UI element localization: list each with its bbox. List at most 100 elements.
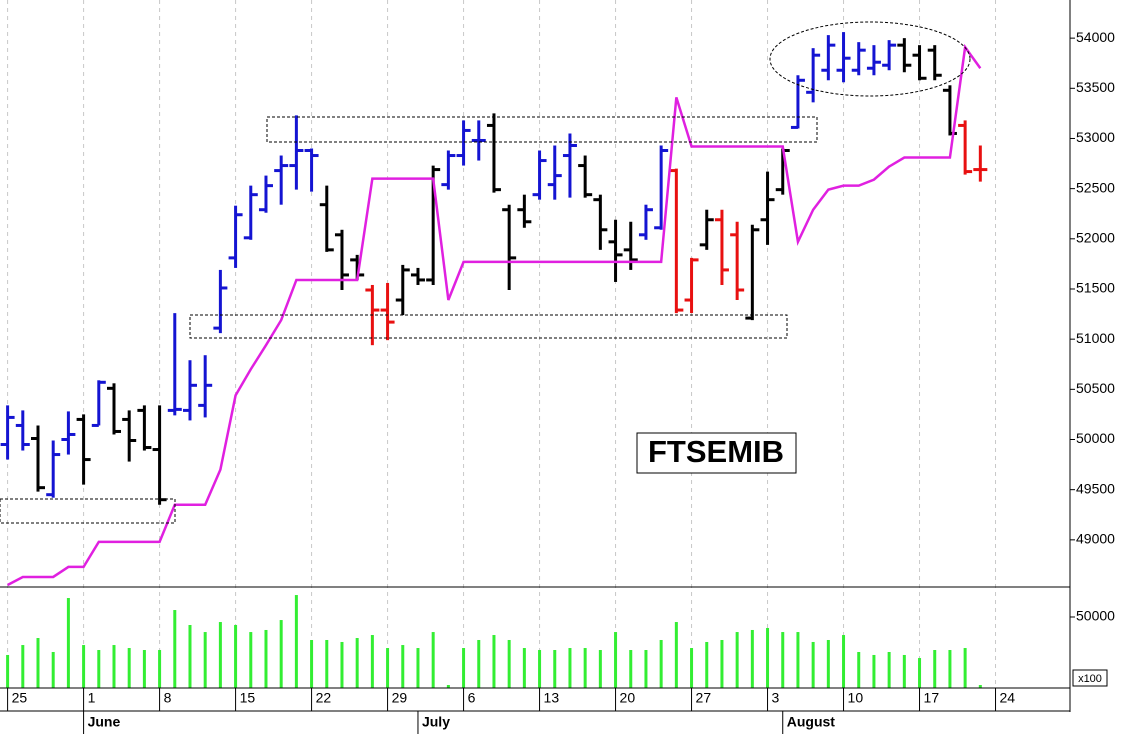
- volume-bar: [355, 638, 359, 688]
- volume-bar: [659, 639, 663, 688]
- y-tick-label: 51500: [1076, 280, 1115, 296]
- volume-bar: [978, 685, 982, 688]
- volume-bar: [690, 648, 694, 688]
- volume-bar: [203, 632, 207, 688]
- annotation-box: [636, 432, 797, 474]
- volume-bar: [902, 654, 906, 688]
- y-tick-label: 50000: [1076, 430, 1115, 446]
- volume-bar: [51, 651, 55, 688]
- volume-bar: [583, 648, 587, 688]
- volume-bar: [735, 632, 739, 688]
- unit-box: [1072, 669, 1108, 687]
- volume-bar: [872, 654, 876, 688]
- volume-bar: [340, 641, 344, 688]
- volume-bar: [401, 645, 405, 688]
- volume-bar: [568, 648, 572, 688]
- volume-bar: [112, 645, 116, 688]
- volume-bar: [538, 650, 542, 688]
- x-tick-label: 24: [1000, 690, 1016, 706]
- x-tick-label: 10: [848, 690, 864, 706]
- volume-bar: [127, 648, 131, 688]
- volume-bar: [507, 639, 511, 688]
- overlay-line: [7, 43, 982, 587]
- x-tick-label: 20: [620, 690, 636, 706]
- volume-bar: [492, 635, 496, 688]
- volume-bar: [644, 650, 648, 688]
- y-tick-label: 49500: [1076, 480, 1115, 496]
- volume-bar: [933, 650, 937, 688]
- volume-bar: [416, 648, 420, 688]
- support-box: [0, 498, 176, 524]
- volume-unit: x100: [1078, 673, 1102, 685]
- volume-bar: [173, 610, 177, 688]
- x-tick-label: 8: [164, 690, 172, 706]
- month-label: June: [88, 714, 121, 730]
- volume-bar: [218, 622, 222, 688]
- volume-bar: [370, 635, 374, 688]
- x-tick-label: 25: [12, 690, 28, 706]
- volume-bar: [811, 641, 815, 688]
- y-tick-label: 53000: [1076, 129, 1115, 145]
- volume-bar: [963, 648, 967, 688]
- x-tick-label: 27: [696, 690, 712, 706]
- volume-bar: [766, 627, 770, 688]
- volume-bar: [431, 632, 435, 688]
- volume-bar: [234, 625, 238, 688]
- x-tick-label: 15: [240, 690, 256, 706]
- y-tick-label: 49000: [1076, 531, 1115, 547]
- volume-bar: [36, 638, 40, 688]
- volume-bar: [97, 650, 101, 688]
- highlight-ellipse: [769, 21, 971, 97]
- volume-bar: [264, 629, 268, 688]
- volume-bar: [705, 641, 709, 688]
- y-tick-label: 53500: [1076, 79, 1115, 95]
- volume-bar: [598, 650, 602, 688]
- y-tick-label: 52500: [1076, 179, 1115, 195]
- annotation: FTSEMIB: [648, 434, 784, 469]
- volume-bar: [188, 625, 192, 688]
- x-tick-label: 17: [924, 690, 940, 706]
- resistance-box: [266, 116, 818, 143]
- volume-bar: [750, 629, 754, 688]
- x-tick-label: 3: [772, 690, 780, 706]
- grid: [7, 0, 997, 688]
- month-label: August: [787, 714, 836, 730]
- volume-bar: [158, 650, 162, 688]
- volume-bar: [522, 648, 526, 688]
- volume-bar: [294, 595, 298, 688]
- x-tick-label: 22: [316, 690, 332, 706]
- volume-bar: [674, 622, 678, 688]
- volume-bar: [310, 639, 314, 688]
- volume-bar: [249, 632, 253, 688]
- volume-bar: [948, 650, 952, 688]
- volume-bar: [386, 648, 390, 688]
- volume-bar: [279, 620, 283, 688]
- volume-y-tick-label: 50000: [1076, 608, 1115, 624]
- volume-bar: [6, 654, 10, 688]
- y-tick-label: 51000: [1076, 330, 1115, 346]
- volume-bar: [21, 645, 25, 688]
- volume-bar: [826, 639, 830, 688]
- volume-bar: [142, 650, 146, 688]
- volume-bar: [887, 651, 891, 688]
- x-tick-label: 29: [392, 690, 408, 706]
- x-tick-label: 1: [88, 690, 96, 706]
- y-tick-label: 52000: [1076, 230, 1115, 246]
- volume-bar: [918, 658, 922, 688]
- month-label: July: [422, 714, 450, 730]
- volume-bar: [629, 650, 633, 688]
- volume-bar: [842, 635, 846, 688]
- y-tick-label: 50500: [1076, 380, 1115, 396]
- volume-bar: [614, 632, 618, 688]
- volume-bar: [553, 650, 557, 688]
- volume-bar: [82, 645, 86, 688]
- volume-bar: [857, 651, 861, 688]
- x-tick-label: 6: [468, 690, 476, 706]
- volume-bar: [477, 639, 481, 688]
- volume-bar: [796, 632, 800, 688]
- x-tick-label: 13: [544, 690, 560, 706]
- volume-bar: [720, 639, 724, 688]
- volume-bar: [462, 648, 466, 688]
- volume-bar: [66, 598, 70, 688]
